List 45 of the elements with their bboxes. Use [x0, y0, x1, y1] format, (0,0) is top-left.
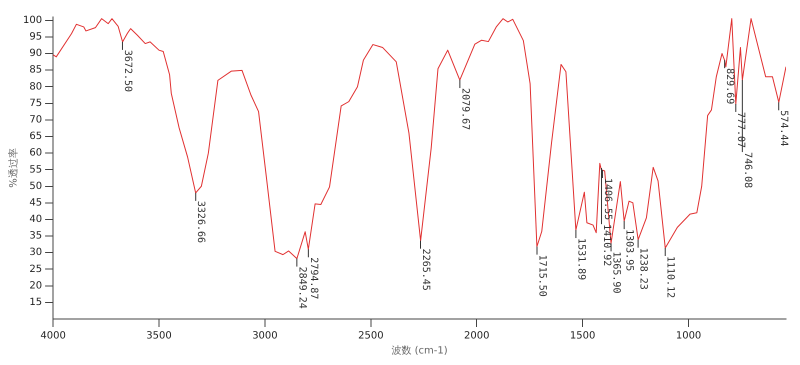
annotation: 3672.50: [122, 50, 133, 92]
annotation: 1406.55: [602, 178, 613, 220]
y-tick-label: 85: [29, 64, 42, 76]
annotation: 2079.67: [459, 88, 470, 130]
annotation: 1715.50: [536, 254, 548, 297]
y-tick-label: 100: [22, 14, 42, 26]
y-tick-label: 40: [29, 214, 42, 226]
y-tick-label: 55: [29, 164, 42, 176]
y-axis-title: %透过率: [8, 148, 20, 188]
annotation: 3326.66: [195, 200, 206, 244]
y-tick-label: 50: [29, 180, 42, 192]
x-tick-label: 1000: [676, 330, 702, 342]
x-axis-title: 波数 (cm-1): [391, 344, 448, 357]
y-tick-label: 95: [29, 32, 42, 43]
x-tick-label: 3500: [146, 330, 172, 342]
annotation: 2794.87: [308, 257, 319, 300]
x-tick-label: 4000: [40, 330, 66, 342]
y-tick-label: 90: [29, 48, 42, 60]
x-tick-label: 3000: [252, 330, 278, 342]
annotation: 746.08: [742, 152, 753, 188]
annotation: 1531.89: [575, 238, 586, 280]
x-tick-label: 1500: [570, 330, 596, 342]
y-tick-label: 60: [29, 148, 42, 159]
annotation: 574.44: [778, 110, 790, 146]
annotation: 777.07: [735, 112, 746, 148]
y-tick-label: 80: [29, 81, 42, 92]
annotation: 2849.24: [296, 266, 308, 309]
annotation: 2265.45: [420, 248, 431, 291]
y-tick-label: 70: [29, 114, 42, 126]
y-tick-label: 45: [29, 197, 42, 208]
y-tick-label: 35: [29, 230, 42, 242]
y-tick-label: 30: [29, 247, 42, 258]
y-tick-label: 20: [29, 280, 42, 292]
annotation: 1365.90: [610, 251, 622, 294]
annotation: 1410.92: [600, 224, 612, 266]
annotation: 1238.23: [638, 248, 649, 290]
y-tick-label: 75: [29, 98, 42, 109]
x-tick-label: 2000: [464, 330, 490, 342]
y-tick-label: 25: [29, 264, 42, 275]
y-tick-label: 65: [29, 131, 42, 142]
annotation: 829.69: [724, 68, 736, 104]
annotation: 1303.95: [624, 229, 635, 272]
x-tick-label: 2500: [358, 330, 384, 342]
y-tick-label: 15: [29, 297, 42, 308]
annotation: 1110.12: [664, 256, 676, 298]
